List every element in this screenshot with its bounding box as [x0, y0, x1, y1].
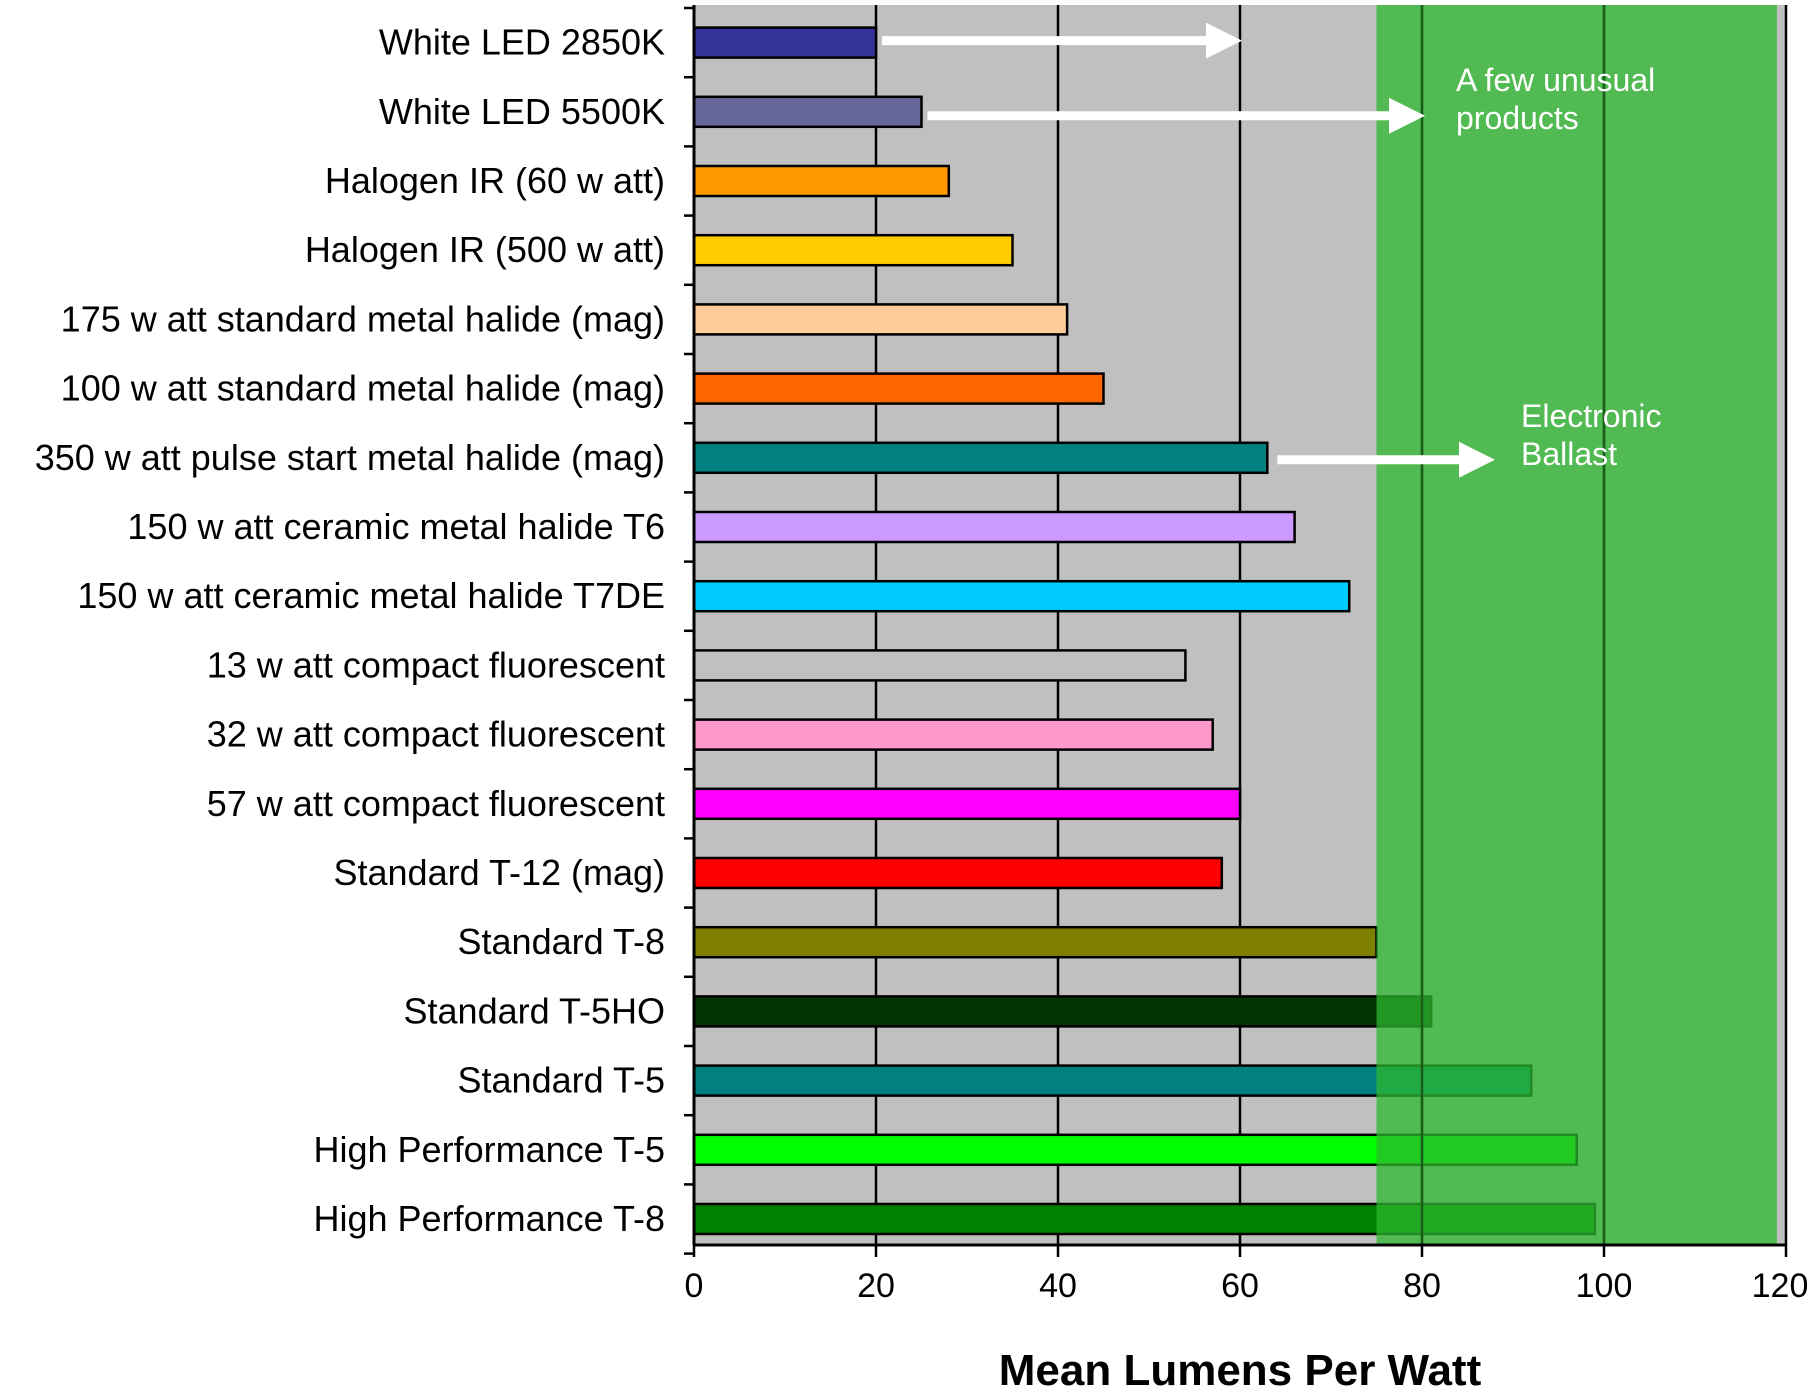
- bar-11: [692, 787, 1242, 821]
- bar-6: [692, 441, 1269, 475]
- category-label-10: 32 w att compact fluorescent: [207, 714, 665, 755]
- highlight-region: [1376, 5, 1777, 1245]
- x-axis-title: Mean Lumens Per Watt: [999, 1346, 1482, 1390]
- x-tick-label-20: 20: [857, 1267, 895, 1305]
- x-tick-label-80: 80: [1403, 1267, 1441, 1305]
- category-label-5: 100 w att standard metal halide (mag): [61, 368, 665, 409]
- bar-4: [692, 303, 1069, 336]
- category-label-15: Standard T-5: [458, 1060, 665, 1101]
- category-label-13: Standard T-8: [458, 921, 665, 962]
- bar-7: [692, 510, 1296, 544]
- bar-0: [692, 26, 878, 59]
- bar-3: [692, 233, 1014, 267]
- x-tick-label-0: 0: [685, 1267, 704, 1305]
- category-label-8: 150 w att ceramic metal halide T7DE: [77, 575, 665, 616]
- x-tick-label-60: 60: [1221, 1267, 1259, 1305]
- category-label-16: High Performance T-5: [314, 1129, 666, 1170]
- arrow-pulse-start-head: [1459, 441, 1495, 478]
- annotation-arrows: [882, 22, 1495, 478]
- annotation-unusual-products: A few unusual products: [1456, 62, 1655, 136]
- bar-2: [692, 164, 951, 198]
- arrow-led-5500k-head: [1389, 97, 1425, 134]
- category-label-2: Halogen IR (60 w att): [325, 160, 665, 201]
- bar-14: [692, 995, 1433, 1028]
- category-label-0: White LED 2850K: [379, 22, 665, 63]
- category-label-7: 150 w att ceramic metal halide T6: [127, 506, 665, 547]
- category-label-12: Standard T-12 (mag): [333, 852, 665, 893]
- bar-8: [692, 579, 1351, 613]
- category-label-14: Standard T-5HO: [404, 990, 665, 1031]
- x-tick-label-40: 40: [1039, 1267, 1077, 1305]
- category-label-1: White LED 5500K: [379, 91, 665, 132]
- category-label-11: 57 w att compact fluorescent: [207, 783, 665, 824]
- bar-12: [692, 856, 1224, 890]
- annotation-electronic-ballast: Electronic Ballast: [1521, 398, 1662, 472]
- category-label-4: 175 w att standard metal halide (mag): [61, 298, 665, 339]
- category-label-17: High Performance T-8: [314, 1198, 666, 1239]
- category-label-9: 13 w att compact fluorescent: [207, 644, 665, 685]
- x-tick-label-100: 100: [1576, 1267, 1633, 1305]
- x-axis: 0 20 40 60 80 100 120: [685, 5, 1809, 1305]
- arrow-led-2850k-head: [1206, 22, 1242, 59]
- bar-5: [692, 372, 1105, 405]
- bar-10: [692, 718, 1214, 751]
- bars: [692, 26, 1597, 1236]
- bar-1: [692, 95, 923, 129]
- category-label-3: Halogen IR (500 w att): [305, 229, 665, 270]
- bar-13: [692, 925, 1378, 959]
- x-tick-label-120: 120: [1752, 1267, 1809, 1305]
- category-labels: White LED 2850K White LED 5500K Halogen IR…: [35, 6, 694, 1255]
- category-label-6: 350 w att pulse start metal halide (mag): [35, 437, 665, 478]
- bar-9: [692, 649, 1187, 682]
